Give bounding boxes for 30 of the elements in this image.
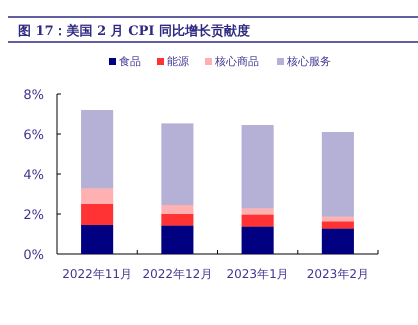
- legend-label: 能源: [167, 55, 189, 68]
- bar: [161, 226, 194, 254]
- legend-label: 食品: [119, 55, 141, 68]
- bar: [81, 110, 114, 188]
- x-tick-label: 2023年1月: [226, 267, 289, 281]
- bar: [161, 123, 194, 205]
- bar: [81, 188, 114, 204]
- x-tick-label: 2022年11月: [62, 267, 132, 281]
- x-tick-label: 2023年2月: [306, 267, 369, 281]
- bar: [242, 226, 274, 254]
- bar: [81, 204, 114, 225]
- bar: [161, 214, 194, 226]
- legend-label: 核心服务: [286, 55, 331, 68]
- bar: [242, 208, 274, 215]
- bar: [322, 221, 354, 229]
- bar: [242, 214, 274, 227]
- bar: [81, 225, 114, 254]
- x-tick-label: 2022年12月: [142, 267, 212, 281]
- y-tick-label: 4%: [23, 168, 44, 183]
- y-tick-label: 8%: [23, 88, 44, 103]
- bar: [242, 125, 274, 208]
- chart-title: 图 17：美国 2 月 CPI 同比增长贡献度: [18, 23, 250, 39]
- y-tick-label: 2%: [23, 208, 44, 223]
- y-tick-label: 6%: [23, 128, 44, 143]
- bar: [161, 205, 194, 214]
- bar: [322, 132, 354, 217]
- legend-label: 核心商品: [214, 55, 259, 68]
- bar: [322, 216, 354, 222]
- bar: [322, 228, 354, 254]
- y-tick-label: 0%: [23, 248, 44, 263]
